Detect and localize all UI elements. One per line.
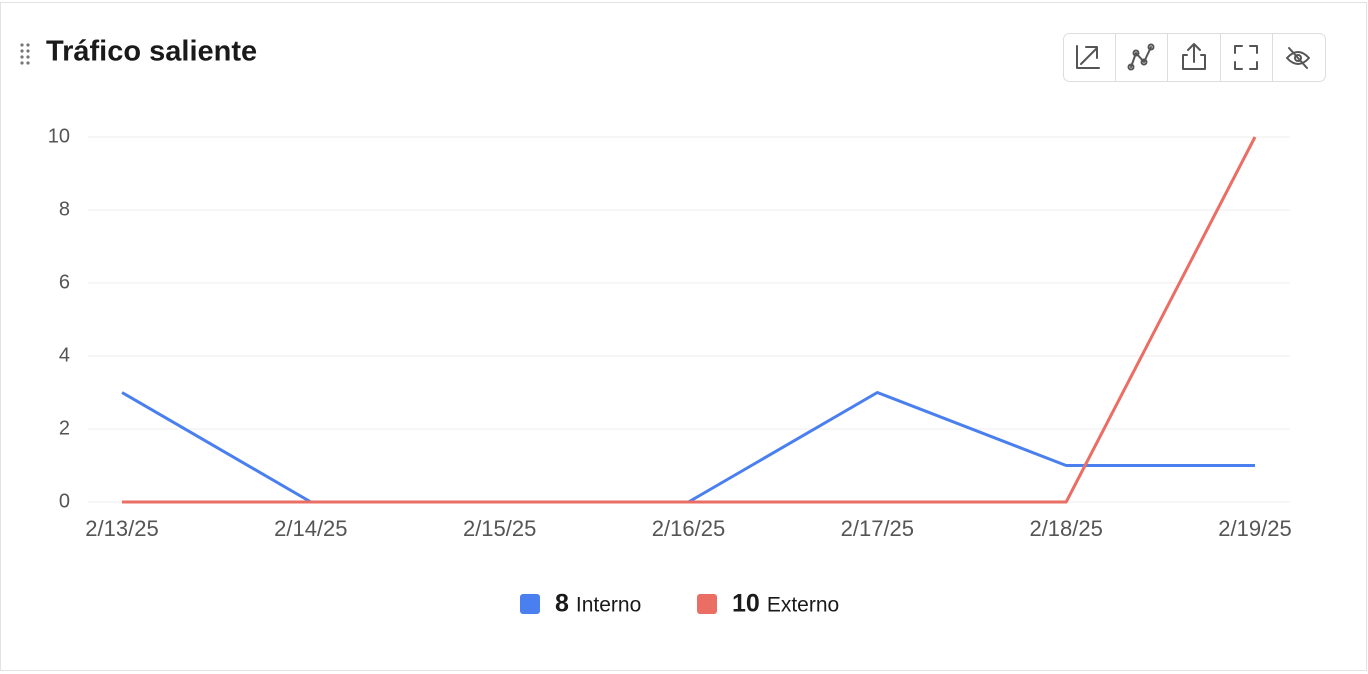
legend-label: Externo bbox=[767, 594, 839, 617]
fullscreen-button[interactable] bbox=[1221, 34, 1272, 81]
x-tick-label: 2/16/25 bbox=[652, 516, 725, 541]
x-tick-label: 2/14/25 bbox=[274, 516, 347, 541]
chart-type-button[interactable] bbox=[1116, 34, 1167, 81]
y-tick-label: 8 bbox=[59, 198, 70, 220]
drag-handle bbox=[20, 43, 30, 65]
chart-title: Tráfico saliente bbox=[46, 36, 257, 68]
y-tick-label: 2 bbox=[59, 417, 70, 439]
x-tick-label: 2/18/25 bbox=[1029, 516, 1102, 541]
hide-button[interactable] bbox=[1273, 34, 1325, 81]
y-tick-label: 10 bbox=[48, 125, 70, 147]
open-button[interactable] bbox=[1064, 34, 1115, 81]
legend-label: Interno bbox=[576, 594, 641, 617]
legend-total: 8 bbox=[555, 590, 569, 618]
share-button[interactable] bbox=[1168, 34, 1220, 81]
x-tick-label: 2/15/25 bbox=[463, 516, 536, 541]
legend-total: 10 bbox=[732, 590, 760, 618]
toolbar bbox=[1063, 33, 1326, 82]
line-series bbox=[122, 136, 1257, 504]
y-tick-label: 0 bbox=[59, 490, 70, 512]
y-tick-label: 6 bbox=[59, 271, 70, 293]
x-tick-label: 2/17/25 bbox=[841, 516, 914, 541]
legend-swatch bbox=[697, 594, 717, 614]
y-tick-label: 4 bbox=[59, 344, 70, 366]
x-tick-label: 2/13/25 bbox=[85, 516, 158, 541]
x-tick-label: 2/19/25 bbox=[1218, 516, 1291, 541]
legend-swatch bbox=[520, 594, 540, 614]
